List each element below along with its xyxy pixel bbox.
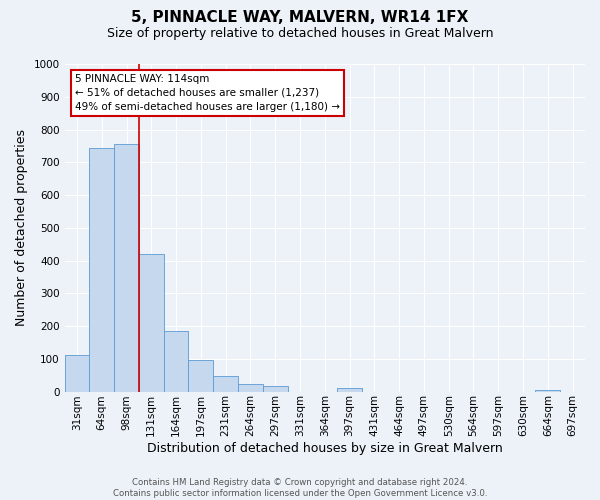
Bar bbox=[263, 386, 287, 392]
X-axis label: Distribution of detached houses by size in Great Malvern: Distribution of detached houses by size … bbox=[147, 442, 503, 455]
Bar bbox=[114, 144, 139, 392]
Text: Size of property relative to detached houses in Great Malvern: Size of property relative to detached ho… bbox=[107, 28, 493, 40]
Bar bbox=[188, 360, 213, 392]
Bar bbox=[65, 354, 89, 392]
Text: 5, PINNACLE WAY, MALVERN, WR14 1FX: 5, PINNACLE WAY, MALVERN, WR14 1FX bbox=[131, 10, 469, 25]
Bar bbox=[337, 388, 362, 392]
Text: Contains HM Land Registry data © Crown copyright and database right 2024.
Contai: Contains HM Land Registry data © Crown c… bbox=[113, 478, 487, 498]
Bar bbox=[238, 384, 263, 392]
Text: 5 PINNACLE WAY: 114sqm
← 51% of detached houses are smaller (1,237)
49% of semi-: 5 PINNACLE WAY: 114sqm ← 51% of detached… bbox=[75, 74, 340, 112]
Bar bbox=[164, 331, 188, 392]
Bar bbox=[139, 254, 164, 392]
Bar bbox=[89, 148, 114, 392]
Y-axis label: Number of detached properties: Number of detached properties bbox=[15, 130, 28, 326]
Bar bbox=[535, 390, 560, 392]
Bar bbox=[213, 376, 238, 392]
